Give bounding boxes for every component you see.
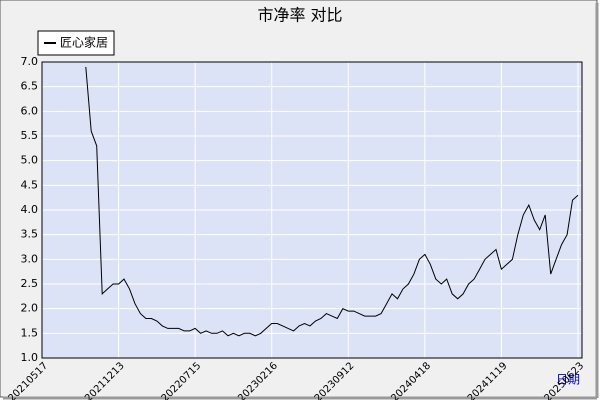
chart-title: 市净率 对比 bbox=[257, 6, 342, 25]
y-tick-label: 1.0 bbox=[21, 351, 39, 364]
y-tick-label: 3.5 bbox=[21, 228, 39, 241]
y-tick-label: 4.0 bbox=[21, 203, 39, 216]
y-tick-label: 5.0 bbox=[21, 154, 39, 167]
y-tick-label: 4.5 bbox=[21, 178, 39, 191]
legend-label: 匠心家居 bbox=[60, 35, 108, 50]
x-axis-label: 日期 bbox=[556, 373, 580, 387]
y-tick-label: 6.0 bbox=[21, 104, 39, 117]
y-tick-label: 5.5 bbox=[21, 129, 39, 142]
y-tick-label: 3.0 bbox=[21, 252, 39, 265]
plot-border bbox=[41, 61, 583, 359]
y-tick-label: 1.5 bbox=[21, 326, 39, 339]
line bbox=[85, 66, 579, 337]
y-tick-label: 2.5 bbox=[21, 277, 39, 290]
y-tick-label: 6.5 bbox=[21, 80, 39, 93]
y-tick-label: 7.0 bbox=[21, 55, 39, 68]
y-tick-label: 2.0 bbox=[21, 302, 39, 315]
